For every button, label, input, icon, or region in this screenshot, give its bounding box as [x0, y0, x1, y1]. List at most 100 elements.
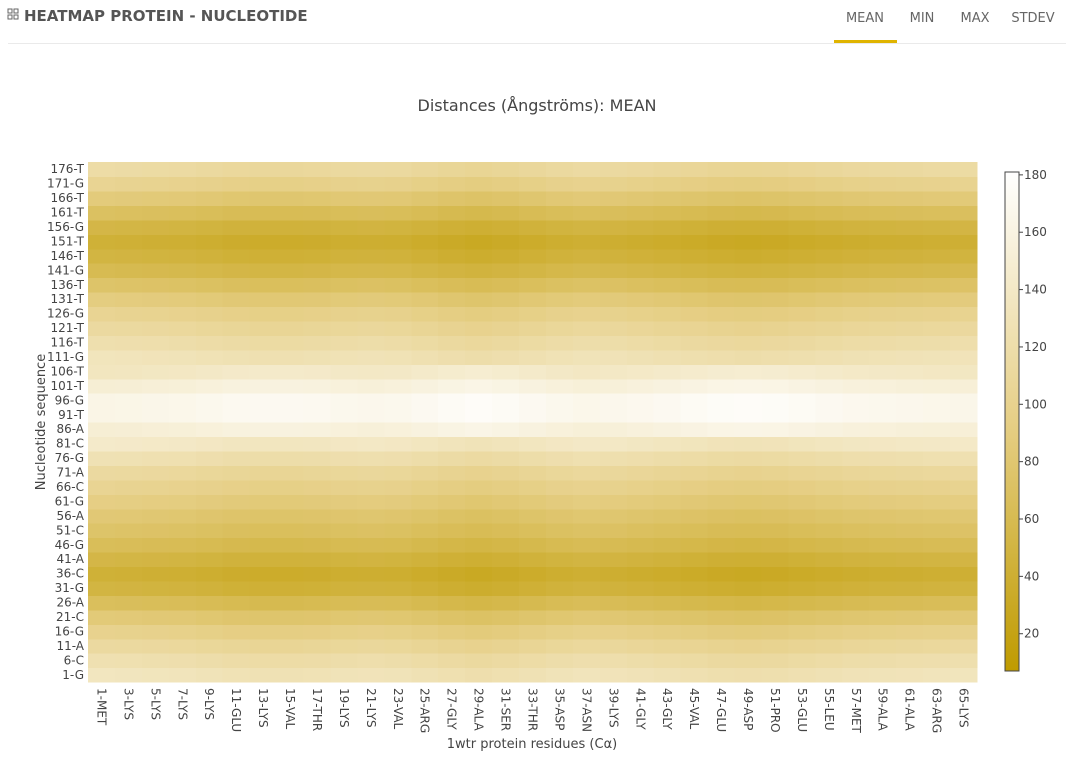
cell — [545, 407, 574, 423]
tab[interactable]: MAX — [960, 11, 989, 26]
cell — [815, 494, 843, 510]
cell — [653, 162, 682, 178]
cell — [680, 537, 709, 553]
cell — [842, 349, 870, 365]
cell — [572, 523, 601, 539]
cell — [114, 667, 143, 683]
cell — [114, 552, 143, 568]
cell — [222, 422, 251, 438]
cell — [815, 277, 843, 293]
cell — [707, 320, 736, 336]
cell — [195, 436, 224, 452]
cell — [680, 494, 709, 510]
cell — [815, 320, 843, 336]
cell — [276, 393, 305, 409]
cell — [923, 205, 951, 221]
cell — [330, 306, 358, 322]
cell — [842, 450, 870, 466]
cell — [842, 638, 870, 654]
cell — [88, 349, 116, 365]
cell — [599, 422, 628, 438]
cell — [438, 378, 466, 394]
cell — [950, 450, 978, 466]
cell — [761, 465, 790, 481]
cell — [88, 667, 116, 683]
cell — [465, 609, 493, 625]
cell — [411, 364, 439, 380]
cell — [599, 580, 628, 596]
cell — [653, 667, 682, 683]
cell — [168, 162, 197, 178]
cell — [545, 436, 574, 452]
tab[interactable]: MEAN — [846, 11, 884, 26]
icon — [7, 8, 19, 20]
cell — [88, 234, 116, 250]
active-tab-indicator — [834, 40, 897, 43]
tab[interactable]: STDEV — [1011, 11, 1054, 26]
cell — [815, 580, 843, 596]
cell — [195, 393, 224, 409]
x-tick-label: 11-GLU — [229, 688, 243, 732]
cell — [195, 537, 224, 553]
cell — [141, 248, 170, 264]
cell — [88, 450, 116, 466]
cell — [222, 407, 251, 423]
cell — [519, 508, 547, 524]
cell — [680, 653, 709, 669]
cell — [195, 292, 224, 308]
cell — [572, 638, 601, 654]
cell — [249, 234, 278, 250]
cell — [923, 248, 951, 264]
cell — [222, 219, 251, 235]
cell — [545, 595, 574, 611]
cell — [896, 479, 924, 495]
cell — [815, 378, 843, 394]
cell — [923, 364, 951, 380]
cell — [734, 537, 763, 553]
cell — [357, 320, 385, 336]
cell — [168, 537, 197, 553]
cell — [896, 378, 924, 394]
cell — [572, 176, 601, 192]
cell — [195, 638, 224, 654]
cell — [303, 624, 332, 640]
cell — [519, 306, 547, 322]
cell — [923, 537, 951, 553]
cell — [357, 364, 385, 380]
cell — [599, 624, 628, 640]
cell — [896, 450, 924, 466]
cell — [815, 190, 843, 206]
cell — [734, 465, 763, 481]
cell — [357, 176, 385, 192]
cell — [357, 450, 385, 466]
cell — [411, 508, 439, 524]
cell — [411, 523, 439, 539]
cell — [357, 234, 385, 250]
cell — [465, 624, 493, 640]
cell — [384, 263, 412, 279]
cell — [114, 320, 143, 336]
cell — [330, 234, 358, 250]
cell — [438, 407, 466, 423]
cell — [438, 292, 466, 308]
cell — [734, 580, 763, 596]
cell — [626, 234, 655, 250]
cell — [653, 393, 682, 409]
cell — [545, 450, 574, 466]
cell — [734, 234, 763, 250]
cell — [114, 248, 143, 264]
cell — [465, 176, 493, 192]
cell — [168, 407, 197, 423]
tab[interactable]: MIN — [910, 11, 935, 26]
cell — [545, 552, 574, 568]
cell — [303, 465, 332, 481]
x-tick-label: 51-PRO — [768, 688, 782, 733]
cell — [465, 306, 493, 322]
cell — [653, 436, 682, 452]
cell — [438, 508, 466, 524]
colorbar — [1004, 171, 1020, 672]
cell — [626, 653, 655, 669]
cell — [411, 465, 439, 481]
cell — [168, 638, 197, 654]
cell — [492, 393, 520, 409]
